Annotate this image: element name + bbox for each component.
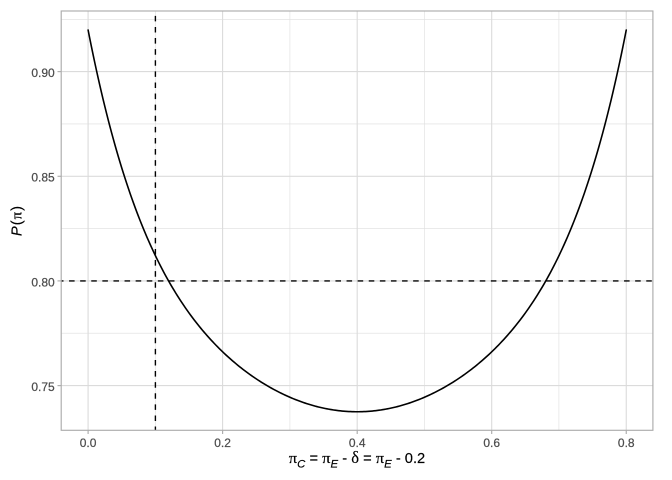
svg-text:0.90: 0.90 <box>31 66 55 80</box>
svg-text:0.6: 0.6 <box>483 436 500 450</box>
svg-text:0.85: 0.85 <box>31 171 55 185</box>
svg-text:0.80: 0.80 <box>31 275 55 289</box>
svg-text:0.2: 0.2 <box>214 436 231 450</box>
svg-text:0.4: 0.4 <box>349 436 366 450</box>
svg-text:0.75: 0.75 <box>31 380 55 394</box>
svg-text:P(π): P(π) <box>10 205 26 236</box>
svg-text:0.8: 0.8 <box>618 436 635 450</box>
svg-text:0.0: 0.0 <box>80 436 97 450</box>
svg-text:πC = πE - δ = πE - 0.2: πC = πE - δ = πE - 0.2 <box>289 448 425 471</box>
